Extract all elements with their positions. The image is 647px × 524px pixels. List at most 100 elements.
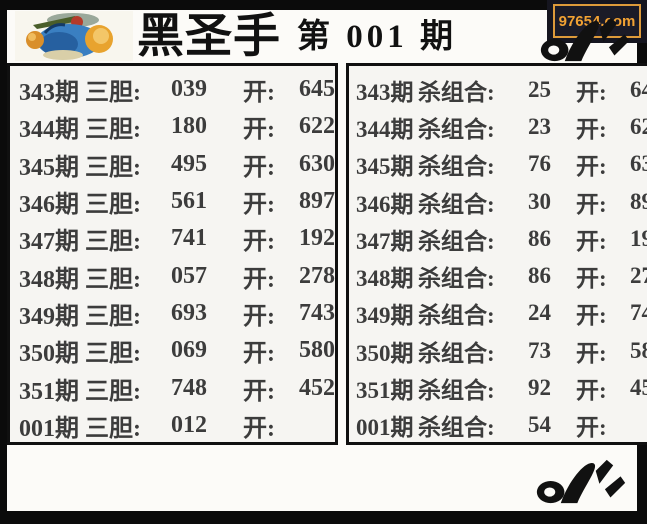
pick-type-label: 杀组合: [418,266,495,292]
pick-type-label: 杀组合: [418,191,495,217]
open-result: 278 [299,262,335,289]
period-label: 345期 [19,154,79,181]
period-label: 347期 [19,229,79,256]
table-row: 344期 杀组合: 23 开: 622 [349,108,647,145]
open-label: 开: [243,192,275,219]
pick-value: 057 [171,262,207,289]
open-label: 开: [576,116,607,142]
pick-type-label: 杀组合: [418,228,495,254]
table-row: 348期 三胆: 057 开: 278 [10,257,335,294]
open-label: 开: [576,266,607,292]
table-row: 350期 三胆: 069 开: 580 [10,332,335,369]
table-row: 343期 杀组合: 25 开: 645 [349,71,647,108]
table-row: 001期 三胆: 012 开: [10,407,335,444]
pick-type-label: 杀组合: [418,415,495,441]
open-result: 645 [630,76,647,102]
period-label: 351期 [356,378,414,404]
open-label: 开: [243,80,275,107]
period-label: 347期 [356,228,414,254]
table-row: 345期 三胆: 495 开: 630 [10,146,335,183]
open-label: 开: [576,154,607,180]
table-row: 349期 三胆: 693 开: 743 [10,295,335,332]
open-result: 645 [299,76,335,103]
period-label: 001期 [356,415,414,441]
site-url-badge: 97654.com [553,4,641,38]
table-row: 351期 杀组合: 92 开: 452 [349,369,647,406]
open-label: 开: [243,415,275,442]
period-label: 343期 [19,80,79,107]
pick-value: 693 [171,299,207,326]
footer [7,447,637,511]
pick-value: 561 [171,188,207,215]
table-row: 001期 杀组合: 54 开: [349,407,647,444]
open-label: 开: [576,378,607,404]
period-label: 348期 [356,266,414,292]
table-row: 344期 三胆: 180 开: 622 [10,108,335,145]
pick-type-label: 杀组合: [418,378,495,404]
period-label: 345期 [356,154,414,180]
pick-value: 741 [171,225,207,252]
open-result: 897 [299,188,335,215]
open-label: 开: [576,228,607,254]
open-result: 743 [299,299,335,326]
pick-type-label: 杀组合: [418,303,495,329]
pick-type-label: 三胆: [85,192,141,219]
kill-combo-panel: 343期 杀组合: 25 开: 645 344期 杀组合: 23 开: 622 … [346,63,647,445]
open-result: 622 [299,113,335,140]
table-row: 348期 杀组合: 86 开: 278 [349,257,647,294]
pick-type-label: 杀组合: [418,79,495,105]
open-label: 开: [243,117,275,144]
pick-type-label: 杀组合: [418,116,495,142]
table-row: 350期 杀组合: 73 开: 580 [349,332,647,369]
period-label: 349期 [19,303,79,330]
pick-type-label: 三胆: [85,378,141,405]
open-result: 743 [630,300,647,326]
open-result: 580 [630,337,647,363]
period-label: 001期 [19,415,79,442]
open-label: 开: [576,340,607,366]
open-label: 开: [576,303,607,329]
pick-type-label: 三胆: [85,415,141,442]
pick-value: 012 [171,411,207,438]
open-label: 开: [243,154,275,181]
open-label: 开: [243,266,275,293]
prediction-panels: 343期 三胆: 039 开: 645 344期 三胆: 180 开: 622 … [7,63,647,445]
open-label: 开: [243,341,275,368]
pick-value: 73 [528,337,551,363]
period-label: 344期 [356,116,414,142]
pick-type-label: 三胆: [85,341,141,368]
pick-value: 23 [528,113,551,139]
pick-value: 76 [528,151,551,177]
open-label: 开: [243,378,275,405]
page-title: 黑圣手 第 001 期 [137,10,457,63]
open-result: 897 [630,188,647,214]
pick-value: 495 [171,150,207,177]
table-row: 346期 杀组合: 30 开: 897 [349,183,647,220]
pick-type-label: 三胆: [85,266,141,293]
open-result: 622 [630,113,647,139]
pick-type-label: 三胆: [85,303,141,330]
period-label: 350期 [19,341,79,368]
pick-type-label: 杀组合: [418,340,495,366]
period-label: 343期 [356,79,414,105]
pick-value: 748 [171,374,207,401]
pick-value: 30 [528,188,551,214]
period-label: 350期 [356,340,414,366]
pick-value: 25 [528,76,551,102]
pick-type-label: 三胆: [85,229,141,256]
open-result: 452 [630,375,647,401]
period-label: 346期 [19,192,79,219]
open-result: 192 [630,225,647,251]
pick-value: 54 [528,412,551,438]
period-label: 351期 [19,378,79,405]
three-dan-panel: 343期 三胆: 039 开: 645 344期 三胆: 180 开: 622 … [7,63,338,445]
open-label: 开: [576,415,607,441]
pick-value: 86 [528,225,551,251]
open-result: 192 [299,225,335,252]
pick-value: 180 [171,113,207,140]
table-row: 343期 三胆: 039 开: 645 [10,71,335,108]
content-area: 黑圣手 第 001 期 343期 三胆: 039 开: 645 344期 三胆:… [7,10,647,511]
signature-icon [540,17,630,62]
table-row: 351期 三胆: 748 开: 452 [10,369,335,406]
